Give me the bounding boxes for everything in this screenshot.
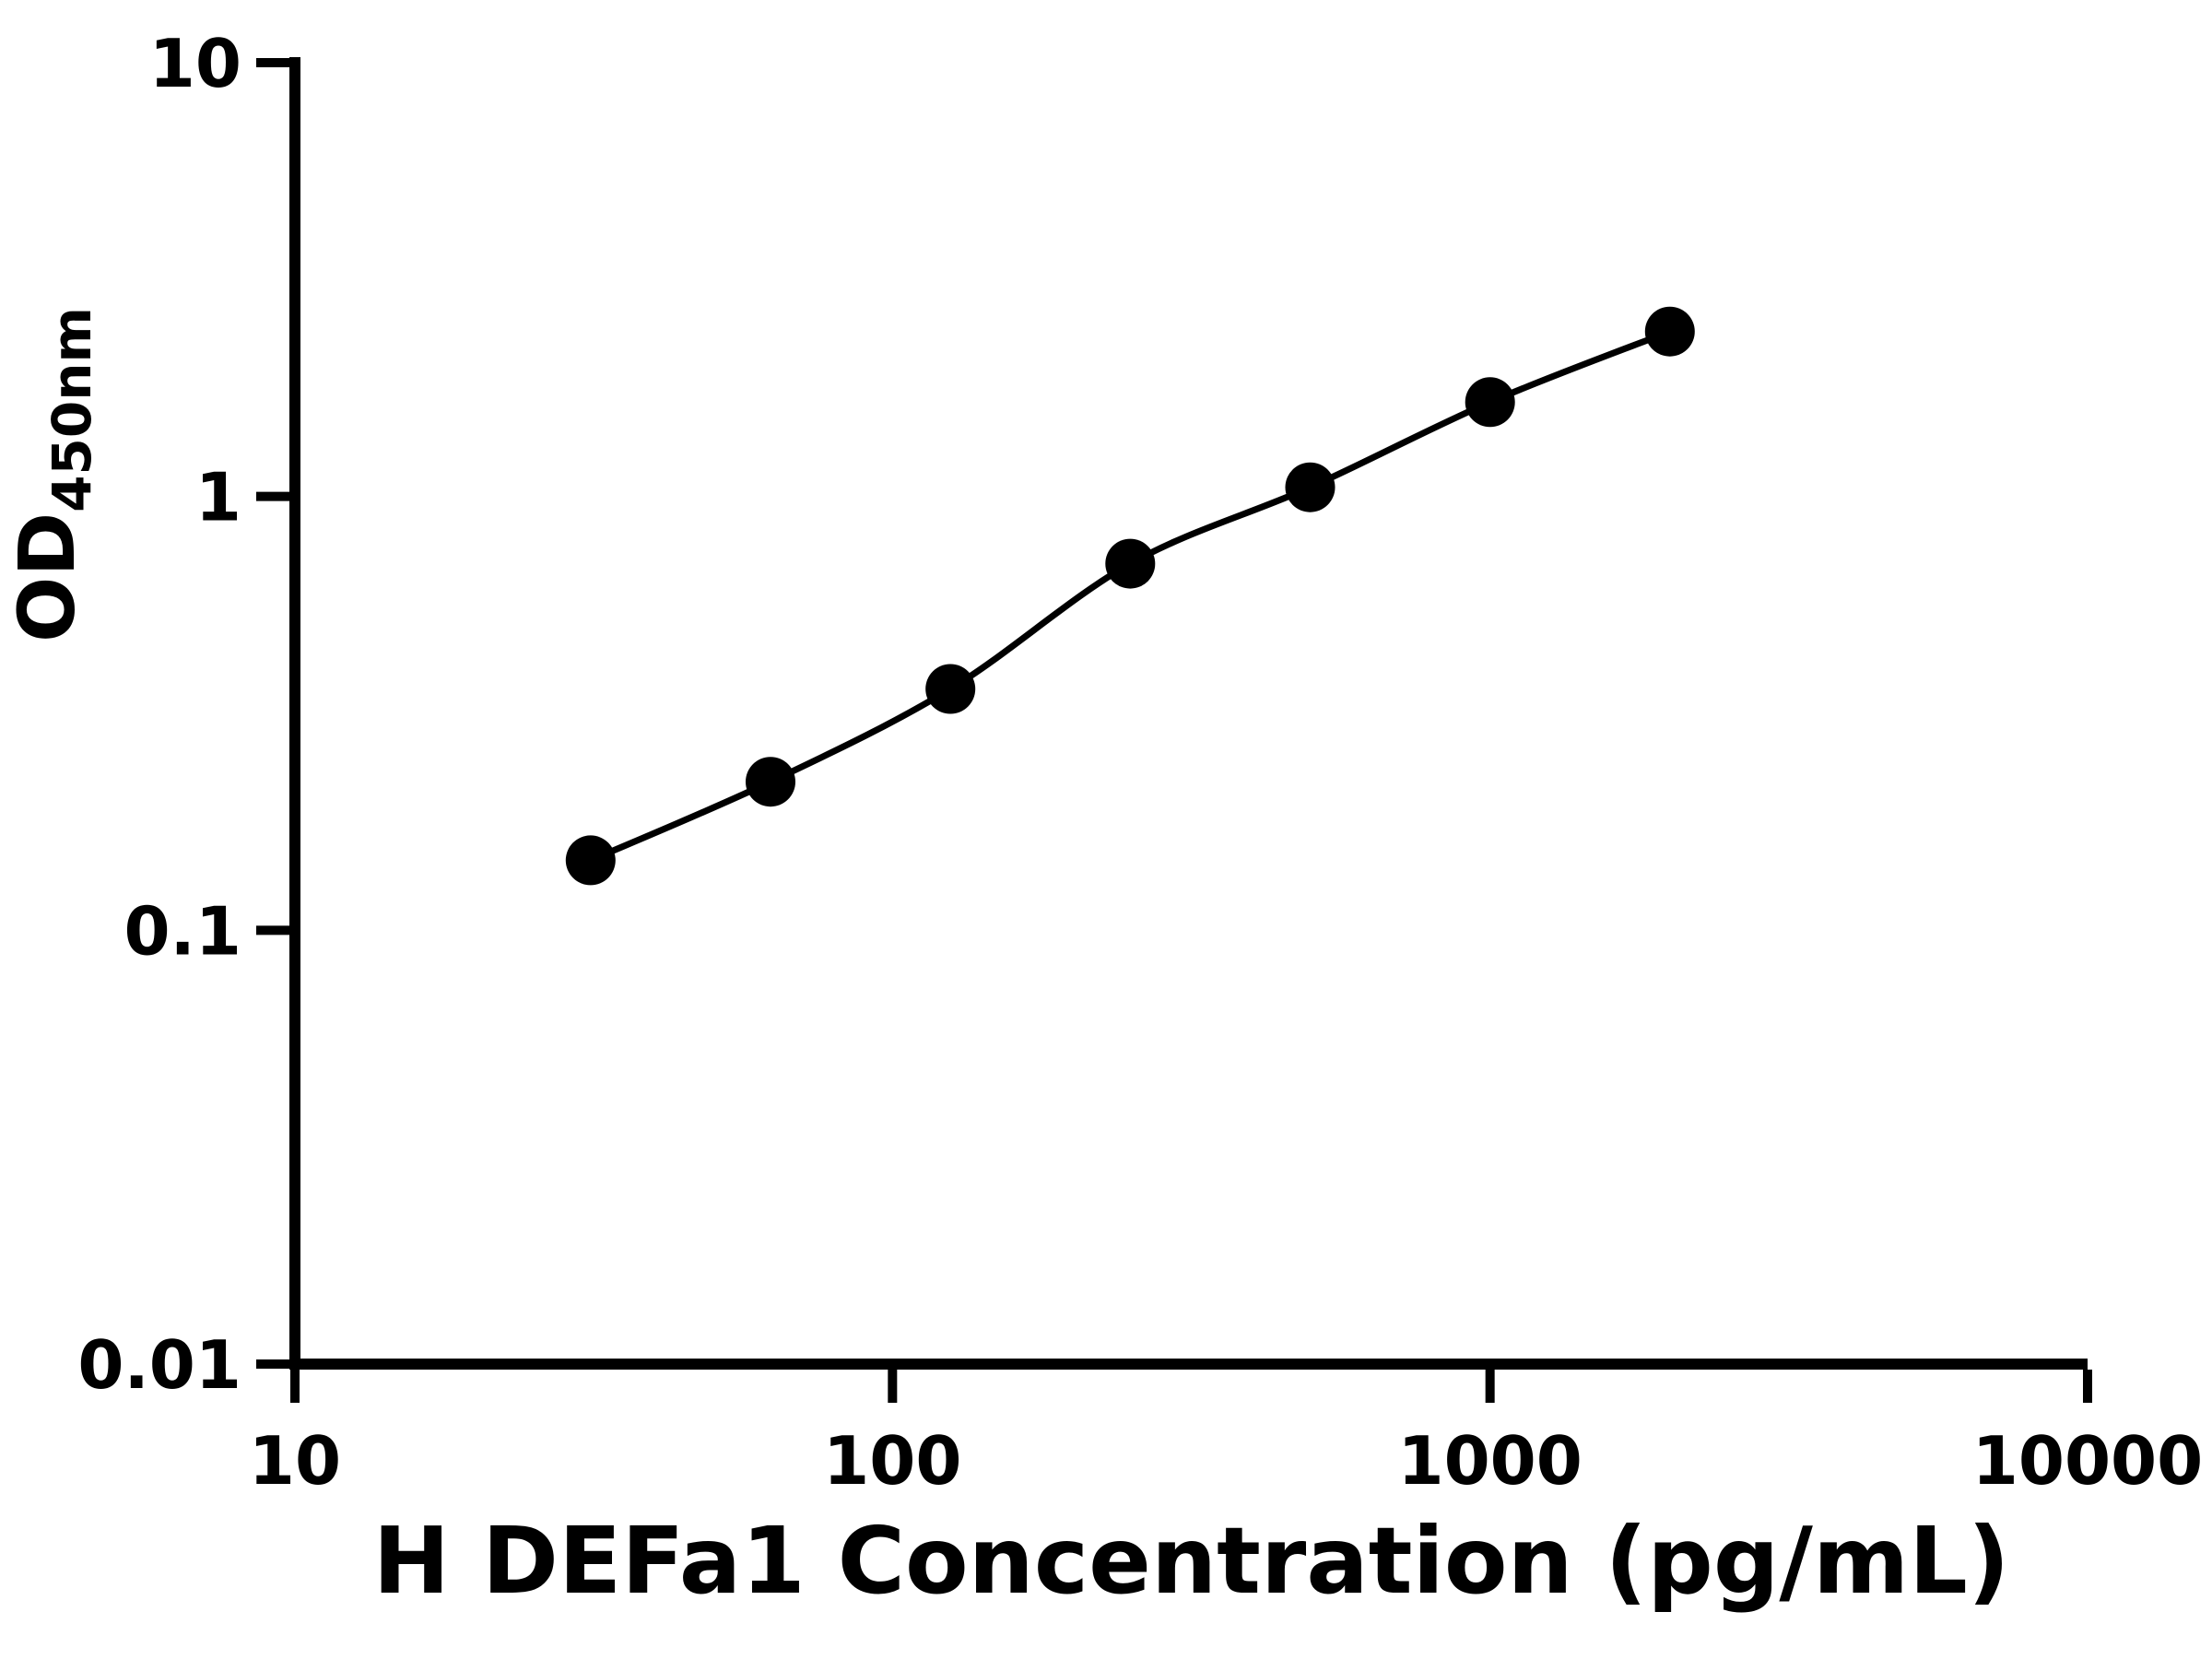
data-point: [1465, 377, 1515, 428]
y-axis-title-main: OD: [2, 512, 92, 642]
y-tick-label: 0.01: [77, 1326, 241, 1404]
x-tick-label: 100: [823, 1422, 961, 1500]
x-axis-title: H DEFa1 Concentration (pg/mL): [372, 1507, 2009, 1615]
y-axis-title: OD450nm: [2, 307, 103, 642]
data-point: [925, 664, 976, 714]
data-point: [1644, 306, 1695, 357]
x-tick-label: 1000: [1397, 1422, 1582, 1500]
y-tick-label: 0.1: [124, 892, 241, 970]
data-point: [1105, 538, 1156, 589]
x-tick-label: 10000: [1972, 1422, 2204, 1500]
y-tick-label: 1: [195, 459, 241, 536]
data-point: [746, 757, 795, 807]
data-point: [565, 835, 616, 886]
x-tick-label: 10: [249, 1422, 341, 1500]
y-tick-label: 10: [149, 25, 241, 102]
y-axis-title-subscript: 450nm: [41, 307, 103, 512]
axes-spine: [289, 57, 2088, 1370]
data-point: [1285, 462, 1335, 512]
